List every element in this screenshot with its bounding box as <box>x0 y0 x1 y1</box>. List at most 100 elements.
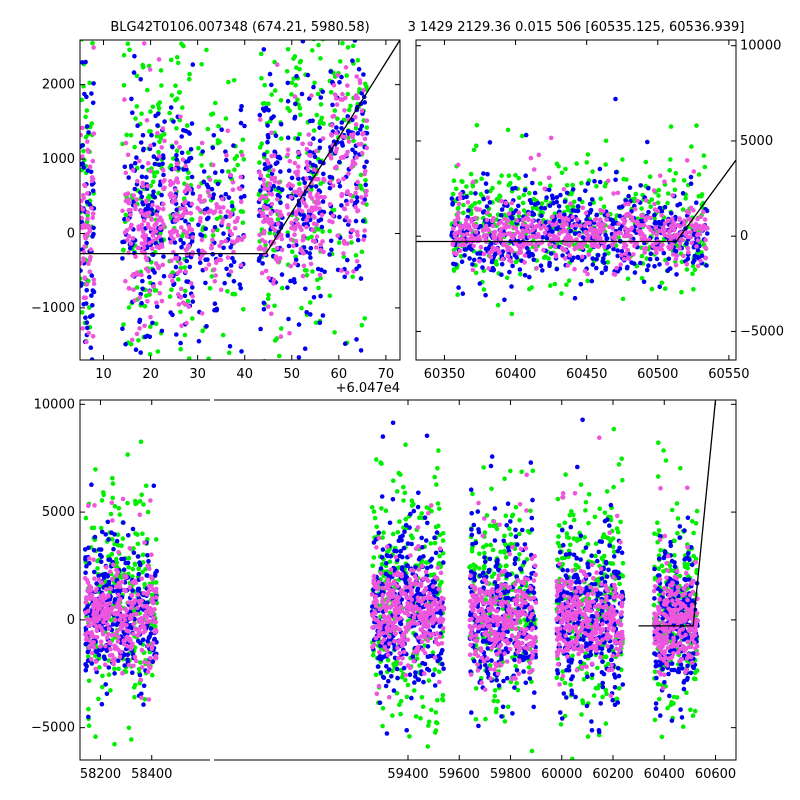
y-tick-label: 5000 <box>740 134 773 149</box>
data-point-green <box>241 157 247 162</box>
data-point-green <box>606 251 611 256</box>
data-point-green <box>564 531 570 536</box>
data-point-pink <box>610 235 616 240</box>
data-point-pink <box>499 198 504 204</box>
data-point-blue <box>562 199 568 204</box>
data-point-green <box>504 275 510 281</box>
data-point-green <box>119 543 124 548</box>
data-point-blue <box>269 82 274 88</box>
data-point-blue <box>311 295 317 300</box>
data-point-pink <box>221 205 226 210</box>
data-point-green <box>571 512 576 518</box>
data-point-green <box>297 106 303 111</box>
data-point-green <box>240 137 246 143</box>
data-point-blue <box>514 255 519 260</box>
data-point-pink <box>220 217 226 222</box>
data-point-green <box>353 126 359 131</box>
data-point-green <box>506 182 512 188</box>
data-point-blue <box>271 114 276 119</box>
data-point-pink <box>301 233 306 239</box>
data-point-pink <box>548 135 554 141</box>
data-point-pink <box>177 268 183 274</box>
data-point-blue <box>230 255 235 261</box>
data-point-pink <box>452 233 458 239</box>
data-point-green <box>495 699 501 704</box>
data-point-blue <box>539 205 544 211</box>
data-point-pink <box>621 244 627 250</box>
data-point-green <box>489 486 494 492</box>
data-point-green <box>586 492 592 497</box>
data-point-green <box>385 549 391 554</box>
data-point-pink <box>520 222 526 227</box>
data-point-blue <box>478 223 483 229</box>
data-point-pink <box>348 192 353 198</box>
data-point-pink <box>668 238 673 243</box>
data-point-blue <box>209 186 215 192</box>
data-point-green <box>433 728 439 733</box>
data-point-green <box>548 283 553 288</box>
data-point-pink <box>295 169 301 174</box>
data-point-blue <box>608 217 614 222</box>
data-point-pink <box>265 304 271 310</box>
data-point-green <box>318 102 324 107</box>
data-point-blue <box>139 300 144 306</box>
data-point-green <box>435 501 441 506</box>
data-point-blue <box>153 113 158 119</box>
data-point-pink <box>696 225 701 231</box>
data-point-green <box>316 42 321 48</box>
data-point-green <box>616 462 622 467</box>
data-point-blue <box>221 245 226 251</box>
data-point-green <box>689 519 695 524</box>
data-point-pink <box>212 267 217 272</box>
data-point-pink <box>330 213 336 219</box>
data-point-pink <box>202 250 207 255</box>
data-point-pink <box>183 269 188 274</box>
data-point-green <box>115 543 121 548</box>
data-point-pink <box>559 246 565 251</box>
data-point-pink <box>334 130 339 136</box>
data-point-green <box>144 293 149 299</box>
data-point-pink <box>355 179 361 185</box>
data-point-pink <box>547 220 552 225</box>
data-point-pink <box>141 41 147 46</box>
data-point-green <box>469 203 475 208</box>
data-point-green <box>220 332 226 338</box>
data-point-blue <box>121 520 126 525</box>
data-point-blue <box>311 136 316 141</box>
data-point-blue <box>89 661 95 666</box>
data-point-pink <box>695 238 701 243</box>
data-point-green <box>571 517 577 523</box>
data-point-blue <box>652 264 657 269</box>
data-point-pink <box>565 232 571 238</box>
data-point-blue <box>320 313 326 318</box>
data-point-blue <box>87 561 92 566</box>
data-point-green <box>517 552 522 557</box>
data-point-pink <box>499 226 504 232</box>
data-point-green <box>112 666 117 672</box>
data-point-blue <box>540 235 545 240</box>
data-point-pink <box>196 184 202 190</box>
data-point-pink <box>272 179 278 184</box>
data-point-pink <box>232 240 237 245</box>
data-point-blue <box>212 307 217 313</box>
data-point-green <box>373 457 379 462</box>
data-point-pink <box>670 193 675 198</box>
data-point-green <box>231 78 237 83</box>
data-point-pink <box>122 230 128 235</box>
data-point-pink <box>133 203 138 208</box>
data-point-blue <box>168 105 174 110</box>
data-point-pink <box>173 187 178 193</box>
data-point-pink <box>321 176 326 182</box>
data-point-blue <box>91 225 96 231</box>
data-point-pink <box>175 161 181 167</box>
data-point-blue <box>190 285 195 290</box>
data-point-pink <box>506 211 512 216</box>
data-point-pink <box>623 201 628 207</box>
data-point-pink <box>275 62 280 67</box>
data-point-green <box>582 535 587 540</box>
data-point-green <box>474 143 479 149</box>
data-point-pink <box>484 232 490 238</box>
data-point-green <box>470 491 475 497</box>
data-point-pink <box>526 211 532 217</box>
data-point-pink <box>284 203 290 208</box>
